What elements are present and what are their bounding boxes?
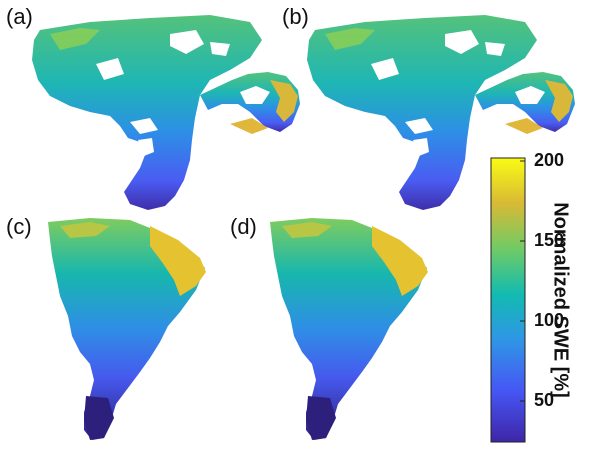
colorbar-title: Normalized SWE [%]: [549, 202, 572, 398]
map-panel-d: [270, 218, 428, 440]
map-panel-a: [32, 15, 300, 210]
map-panel-b: [307, 15, 575, 210]
panel-label-b: (b): [282, 4, 309, 29]
colorbar-tick-label: 150: [534, 230, 565, 250]
panel-label-a: (a): [6, 4, 33, 29]
panel-label-d: (d): [230, 214, 257, 239]
colorbar-tick-label: 200: [534, 150, 565, 170]
colorbar-bar: [490, 157, 526, 443]
map-panel-c: [48, 218, 206, 440]
panel-label-c: (c): [6, 214, 32, 239]
colorbar-ticks: [520, 160, 525, 402]
colorbar-tick-label: 50: [534, 390, 555, 410]
colorbar-tick-label: 100: [534, 310, 565, 330]
